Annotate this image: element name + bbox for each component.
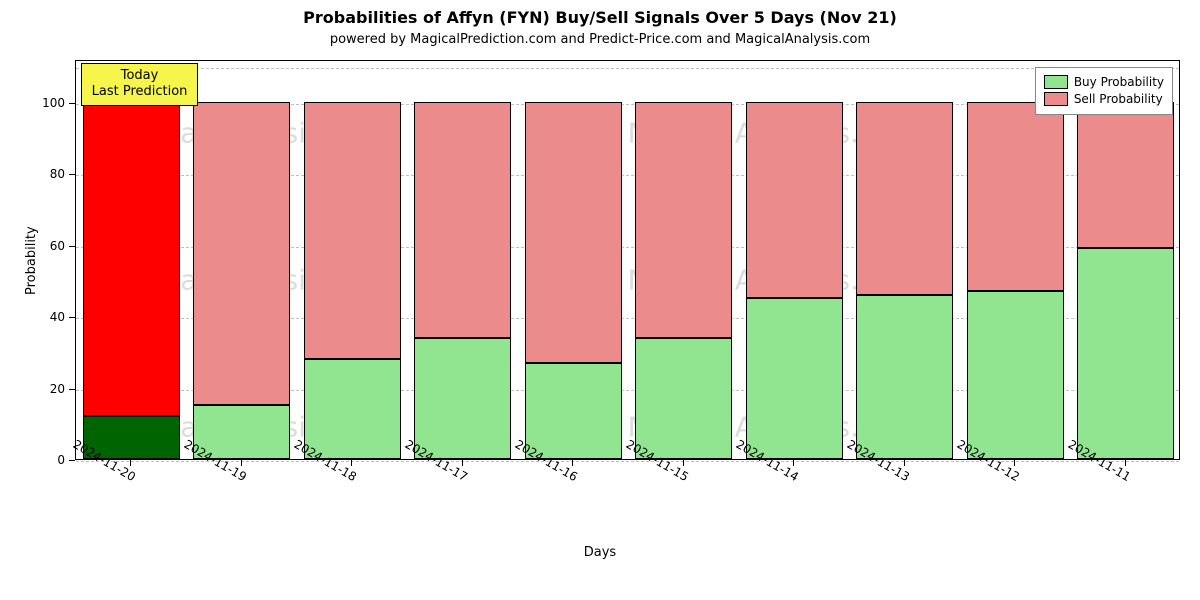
today-line2: Last Prediction <box>92 84 188 100</box>
bar-sell <box>635 102 732 338</box>
legend-item-buy: Buy Probability <box>1044 74 1164 91</box>
bar-group <box>967 59 1064 459</box>
y-tick-mark <box>69 389 75 390</box>
legend-label-sell: Sell Probability <box>1074 91 1163 108</box>
x-axis-label: Days <box>0 545 1200 560</box>
y-axis-label: Probability <box>24 226 39 295</box>
legend-label-buy: Buy Probability <box>1074 74 1164 91</box>
bar-group <box>635 59 732 459</box>
x-tick-mark <box>241 460 242 466</box>
y-tick-mark <box>69 103 75 104</box>
bar-group <box>304 59 401 459</box>
bar-group <box>525 59 622 459</box>
legend-item-sell: Sell Probability <box>1044 91 1164 108</box>
x-tick-mark <box>793 460 794 466</box>
bar-buy <box>525 363 622 459</box>
bar-sell <box>304 102 401 359</box>
bar-sell <box>967 102 1064 291</box>
bar-group <box>414 59 511 459</box>
y-tick-label: 80 <box>35 167 65 181</box>
y-tick-mark <box>69 317 75 318</box>
x-tick-mark <box>130 460 131 466</box>
chart-title: Probabilities of Affyn (FYN) Buy/Sell Si… <box>0 8 1200 27</box>
y-tick-label: 0 <box>35 453 65 467</box>
bar-sell <box>746 102 843 298</box>
chart-wrapper: Probabilities of Affyn (FYN) Buy/Sell Si… <box>0 0 1200 600</box>
bar-group <box>83 59 180 459</box>
y-tick-mark <box>69 174 75 175</box>
bar-buy <box>414 338 511 459</box>
bar-sell <box>414 102 511 338</box>
x-tick-mark <box>683 460 684 466</box>
bar-group <box>193 59 290 459</box>
bar-sell <box>193 102 290 406</box>
bar-group <box>1077 59 1174 459</box>
legend: Buy ProbabilitySell Probability <box>1035 67 1173 115</box>
bar-buy <box>304 359 401 459</box>
bar-group <box>856 59 953 459</box>
bar-sell <box>1077 102 1174 248</box>
x-tick-mark <box>1014 460 1015 466</box>
bar-sell <box>525 102 622 363</box>
x-tick-mark <box>351 460 352 466</box>
bar-buy <box>1077 248 1174 459</box>
bar-buy <box>635 338 732 459</box>
bar-sell <box>83 66 180 416</box>
y-tick-mark <box>69 460 75 461</box>
today-line1: Today <box>92 68 188 84</box>
x-tick-mark <box>904 460 905 466</box>
legend-swatch-buy <box>1044 75 1068 89</box>
x-tick-mark <box>1125 460 1126 466</box>
bar-sell <box>856 102 953 295</box>
y-tick-label: 20 <box>35 382 65 396</box>
x-tick-mark <box>462 460 463 466</box>
y-tick-label: 60 <box>35 239 65 253</box>
y-tick-mark <box>69 246 75 247</box>
today-annotation: TodayLast Prediction <box>81 63 199 106</box>
x-tick-mark <box>572 460 573 466</box>
y-tick-label: 40 <box>35 310 65 324</box>
y-tick-label: 100 <box>35 96 65 110</box>
plot-area: MagicalAnalysis.comMagicalAnalysis.comMa… <box>75 60 1180 460</box>
legend-swatch-sell <box>1044 92 1068 106</box>
bar-group <box>746 59 843 459</box>
chart-subtitle: powered by MagicalPrediction.com and Pre… <box>0 32 1200 47</box>
